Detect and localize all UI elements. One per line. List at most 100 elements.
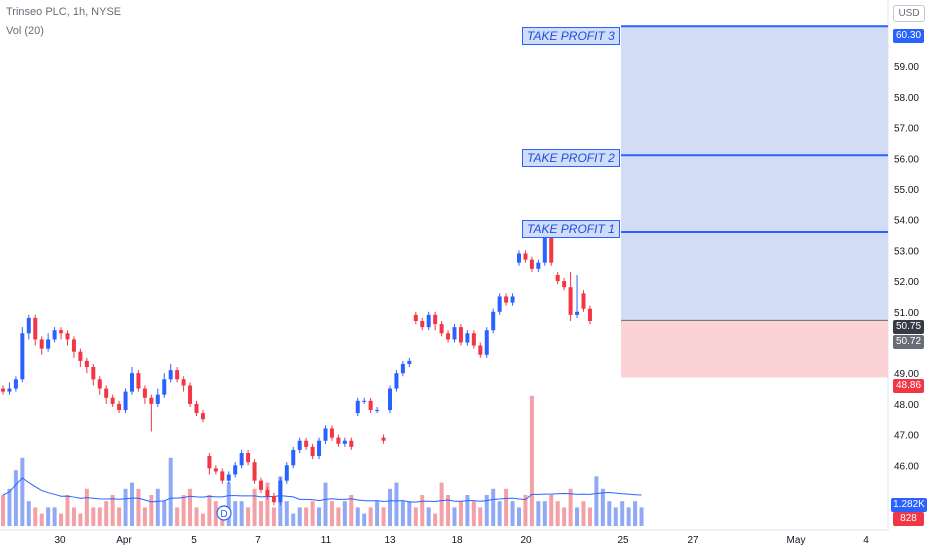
candle-body: [388, 388, 392, 411]
volume-bar: [162, 501, 167, 526]
candle-body: [59, 330, 64, 334]
candle-body: [510, 296, 515, 303]
volume-bar: [478, 507, 483, 526]
candle-body: [349, 440, 354, 447]
x-tick-label: 5: [191, 535, 197, 546]
candle-body: [471, 333, 476, 346]
candle-body: [478, 345, 483, 355]
volume-max-tag: 1.282K: [891, 498, 927, 512]
x-tick-label: 13: [384, 535, 396, 546]
candle-body: [175, 370, 180, 380]
candle-body: [110, 397, 115, 404]
volume-bar: [291, 513, 296, 526]
last-price-tag: 50.75: [893, 320, 924, 334]
candle-body: [362, 400, 367, 402]
volume-bar: [130, 482, 134, 526]
y-tick-label: 59.00: [894, 62, 919, 73]
volume-bar: [607, 501, 612, 526]
volume-bar: [271, 507, 276, 526]
candle-body: [439, 324, 444, 334]
y-tick-label: 49.00: [894, 369, 919, 380]
volume-bar: [252, 488, 257, 526]
x-tick-label: 4: [863, 535, 869, 546]
candle-body: [291, 449, 296, 466]
volume-bar: [200, 513, 205, 526]
volume-bar: [142, 507, 147, 526]
take-profit-2-label[interactable]: TAKE PROFIT 2: [522, 149, 620, 167]
candle-body: [104, 388, 109, 398]
volume-bar: [91, 507, 96, 526]
volume-bar: [329, 501, 334, 526]
volume-bar: [587, 507, 592, 526]
x-tick-label: 27: [687, 535, 699, 546]
volume-bar: [626, 507, 631, 526]
volume-bar: [297, 507, 302, 526]
candle-body: [39, 339, 44, 349]
x-tick-label: 20: [520, 535, 532, 546]
volume-bar: [517, 507, 521, 526]
candle-body: [446, 333, 451, 340]
candle-body: [497, 296, 502, 312]
candle-body: [213, 468, 218, 472]
volume-bar: [504, 488, 509, 526]
candle-body: [78, 351, 83, 361]
volume-bar: [620, 501, 625, 526]
candle-body: [162, 379, 167, 395]
candle-body: [207, 456, 212, 469]
volume-bar: [52, 507, 57, 526]
candle-body: [542, 235, 547, 263]
volume-ma-line: [2, 477, 642, 503]
candle-body: [484, 330, 489, 355]
candle-body: [181, 379, 186, 386]
candle-body: [65, 333, 70, 340]
candle-body: [233, 465, 238, 475]
take-profit-1-label[interactable]: TAKE PROFIT 1: [522, 220, 620, 238]
candle-body: [368, 400, 373, 411]
volume-bar: [536, 501, 541, 526]
candle-body: [381, 437, 386, 441]
y-tick-label: 51.00: [894, 308, 919, 319]
candle-body: [413, 314, 418, 321]
candle-body: [375, 410, 380, 412]
volume-bar: [420, 495, 425, 526]
y-tick-label: 56.00: [894, 154, 919, 165]
volume-bar: [375, 501, 380, 526]
volume-bar: [7, 488, 12, 526]
volume-bar: [110, 495, 115, 526]
candle-body: [555, 274, 560, 282]
candle-body: [33, 317, 38, 340]
volume-bar: [168, 457, 173, 526]
candle-body: [297, 440, 302, 450]
volume-bar: [84, 488, 89, 526]
take-profit-3-label[interactable]: TAKE PROFIT 3: [522, 27, 620, 45]
candle-body: [271, 495, 276, 503]
currency-selector[interactable]: USD: [893, 5, 925, 22]
volume-bar: [233, 501, 238, 526]
volume-bar: [239, 501, 244, 526]
candle-body: [278, 480, 283, 503]
candle-body: [529, 259, 534, 269]
candle-body: [200, 413, 205, 420]
volume-bar: [523, 495, 528, 526]
volume-bar: [575, 507, 580, 526]
candle-body: [433, 314, 438, 325]
volume-bar: [400, 501, 405, 526]
x-tick-label: 7: [255, 535, 261, 546]
volume-bar: [149, 495, 154, 526]
volume-bar: [555, 501, 560, 526]
candle-body: [504, 296, 509, 303]
candle-body: [252, 462, 257, 481]
y-tick-label: 58.00: [894, 93, 919, 104]
candle-body: [20, 333, 25, 380]
candle-body: [46, 339, 51, 349]
volume-bar: [458, 501, 463, 526]
y-tick-label: 53.00: [894, 246, 919, 257]
candle-body: [536, 262, 541, 269]
volume-bar: [433, 513, 438, 526]
volume-bar: [413, 507, 418, 526]
volume-bar: [33, 507, 38, 526]
volume-last-tag: 828: [893, 512, 924, 526]
volume-bar: [181, 495, 186, 526]
candle-body: [123, 391, 128, 411]
